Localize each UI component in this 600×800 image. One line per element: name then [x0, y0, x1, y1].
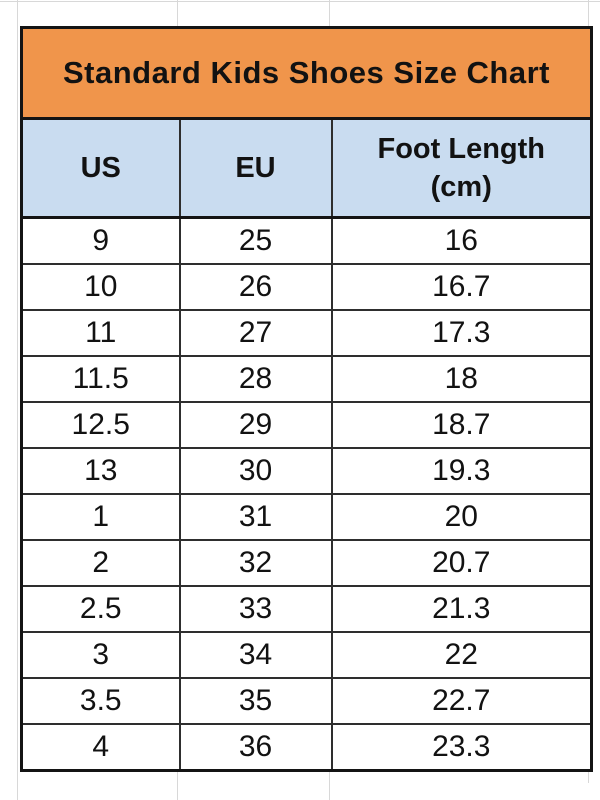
column-header-foot-length-line2: (cm): [430, 171, 492, 203]
table-cell: 3: [20, 630, 181, 679]
table-cell: 18: [330, 355, 593, 404]
sheet-gridline-vertical: [177, 0, 178, 27]
header-row: US EU Foot Length (cm): [20, 117, 593, 219]
table-row: 3.5 35 22.7: [20, 676, 593, 725]
sheet-gridline-vertical: [17, 0, 18, 800]
table-cell: 35: [178, 676, 333, 725]
table-row: 11.5 28 18: [20, 355, 593, 404]
table-cell: 20: [330, 492, 593, 541]
sheet-gridline-horizontal: [0, 1, 600, 2]
kids-shoe-size-chart-table: Standard Kids Shoes Size Chart US EU Foo…: [20, 26, 594, 772]
table-cell: 12.5: [20, 401, 181, 449]
table-row: 12.5 29 18.7: [20, 401, 593, 449]
sheet-gridline-vertical: [588, 0, 589, 27]
title-row: Standard Kids Shoes Size Chart: [20, 26, 593, 120]
table-cell: 2.5: [20, 584, 181, 633]
table-cell: 22: [330, 630, 593, 679]
table-cell: 31: [178, 492, 333, 541]
column-header-foot-length: Foot Length (cm): [330, 117, 593, 219]
table-cell: 11: [20, 309, 181, 358]
table-cell: 16.7: [330, 263, 593, 312]
table-row: 13 30 19.3: [20, 446, 593, 495]
sheet-gridline-vertical: [329, 0, 330, 27]
table-row: 10 26 16.7: [20, 263, 593, 312]
table-cell: 17.3: [330, 309, 593, 358]
table-cell: 21.3: [330, 584, 593, 633]
column-header-us: US: [20, 117, 181, 219]
table-cell: 27: [178, 309, 333, 358]
table-cell: 28: [178, 355, 333, 404]
table-cell: 36: [178, 722, 333, 772]
table-cell: 30: [178, 446, 333, 495]
table-cell: 22.7: [330, 676, 593, 725]
sheet-gridline-vertical: [329, 771, 330, 800]
sheet-gridline-vertical: [588, 771, 589, 783]
table-cell: 4: [20, 722, 181, 772]
size-table-body: 9 25 16 10 26 16.7 11 27 17.3 11.5 28 18 12.5 29 18.7 1…: [20, 216, 593, 772]
table-row: 4 36 23.3: [20, 722, 593, 772]
table-row: 1 31 20: [20, 492, 593, 541]
table-cell: 10: [20, 263, 181, 312]
table-row: 3 34 22: [20, 630, 593, 679]
table-cell: 19.3: [330, 446, 593, 495]
table-row: 9 25 16: [20, 216, 593, 266]
table-cell: 25: [178, 216, 333, 266]
table-cell: 29: [178, 401, 333, 449]
table-cell: 32: [178, 538, 333, 587]
table-cell: 1: [20, 492, 181, 541]
table-cell: 16: [330, 216, 593, 266]
table-cell: 26: [178, 263, 333, 312]
table-cell: 18.7: [330, 401, 593, 449]
chart-title: Standard Kids Shoes Size Chart: [20, 26, 593, 120]
table-cell: 34: [178, 630, 333, 679]
table-row: 2.5 33 21.3: [20, 584, 593, 633]
table-row: 2 32 20.7: [20, 538, 593, 587]
table-cell: 33: [178, 584, 333, 633]
sheet-gridline-vertical: [177, 771, 178, 800]
table-cell: 20.7: [330, 538, 593, 587]
table-cell: 9: [20, 216, 181, 266]
table-cell: 2: [20, 538, 181, 587]
table-cell: 3.5: [20, 676, 181, 725]
column-header-foot-length-line1: Foot Length: [377, 132, 546, 165]
table-cell: 23.3: [330, 722, 593, 772]
table-cell: 11.5: [20, 355, 181, 404]
table-row: 11 27 17.3: [20, 309, 593, 358]
column-header-eu: EU: [178, 117, 333, 219]
table-cell: 13: [20, 446, 181, 495]
